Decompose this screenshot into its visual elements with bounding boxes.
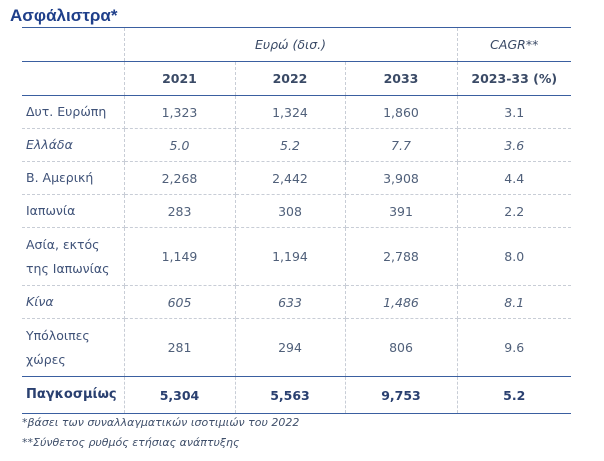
cell-2033: 1,486: [345, 285, 458, 319]
header-corner-cell: [22, 27, 125, 62]
cell-2021: 1,149: [124, 227, 236, 286]
cell-2033: 806: [345, 318, 458, 377]
cell-2021: 5.0: [124, 128, 236, 162]
header-group-row: Ευρώ (δισ.) CAGR**: [22, 27, 571, 62]
cell-2033: 7.7: [345, 128, 458, 162]
total-2021: 5,304: [124, 376, 236, 414]
cell-cagr: 8.0: [457, 227, 571, 286]
table-row: Β. Αμερική 2,268 2,442 3,908 4.4: [22, 161, 571, 195]
footnote-cagr: **Σύνθετος ρυθμός ετήσιας ανάπτυξης: [22, 436, 240, 449]
header-year: 2033: [345, 61, 458, 96]
cell-cagr: 2.2: [457, 194, 571, 228]
cell-cagr: 3.1: [457, 95, 571, 129]
cell-2022: 633: [235, 285, 346, 319]
cell-2021: 283: [124, 194, 236, 228]
cell-cagr: 8.1: [457, 285, 571, 319]
table-row: Δυτ. Ευρώπη 1,323 1,324 1,860 3.1: [22, 95, 571, 129]
header-year: 2021: [124, 61, 236, 96]
cell-2033: 391: [345, 194, 458, 228]
row-label: Ασία, εκτός της Ιαπωνίας: [22, 227, 125, 286]
cell-2033: 2,788: [345, 227, 458, 286]
row-label: Κίνα: [22, 285, 125, 319]
row-label: Ιαπωνία: [22, 194, 125, 228]
cell-2022: 5.2: [235, 128, 346, 162]
cell-2021: 281: [124, 318, 236, 377]
cell-cagr: 3.6: [457, 128, 571, 162]
table-row: Ιαπωνία 283 308 391 2.2: [22, 194, 571, 228]
cell-2022: 2,442: [235, 161, 346, 195]
cell-2022: 294: [235, 318, 346, 377]
cell-cagr: 9.6: [504, 340, 525, 355]
header-empty-cell: [22, 61, 125, 96]
cell-cagr: 4.4: [457, 161, 571, 195]
header-cagr-period: 2023-33 (%): [457, 61, 571, 96]
table-row: Κίνα 605 633 1,486 8.1: [22, 285, 571, 319]
row-label: Β. Αμερική: [22, 161, 125, 195]
table-row: Υπόλοιπες χώρες 281 294 806 9.6: [22, 318, 571, 377]
cell-2021: 605: [124, 285, 236, 319]
insurance-premiums-table: Ευρώ (δισ.) CAGR** 2021 2022 2033 2023-3…: [22, 27, 571, 414]
cell-2021: 2,268: [124, 161, 236, 195]
table-title: Ασφάλιστρα*: [10, 6, 118, 25]
cell-2021: 1,323: [124, 95, 236, 129]
cell-2033: 1,860: [345, 95, 458, 129]
cell-2033: 3,908: [345, 161, 458, 195]
header-year: 2022: [235, 61, 346, 96]
total-label: Παγκοσμίως: [22, 376, 125, 414]
total-2022: 5,563: [235, 376, 346, 414]
cell-2022: 1,324: [235, 95, 346, 129]
row-label: Ελλάδα: [22, 128, 125, 162]
header-group-label: Ευρώ (δισ.): [124, 27, 458, 62]
cell-2022: 1,194: [235, 227, 346, 286]
cell-2022: 308: [235, 194, 346, 228]
header-year-row: 2021 2022 2033 2023-33 (%): [22, 61, 571, 96]
header-cagr-label: CAGR**: [457, 27, 571, 62]
total-2033: 9,753: [345, 376, 458, 414]
table-row: Ασία, εκτός της Ιαπωνίας 1,149 1,194 2,7…: [22, 227, 571, 286]
row-label: Δυτ. Ευρώπη: [22, 95, 125, 129]
table-row: Ελλάδα 5.0 5.2 7.7 3.6: [22, 128, 571, 162]
total-row: Παγκοσμίως 5,304 5,563 9,753 5.2: [22, 376, 571, 414]
footnote-exchange-rates: *βάσει των συναλλαγματικών ισοτιμιών του…: [22, 416, 300, 429]
row-label: Υπόλοιπες χώρες: [22, 318, 125, 377]
total-cagr: 5.2: [457, 376, 571, 414]
